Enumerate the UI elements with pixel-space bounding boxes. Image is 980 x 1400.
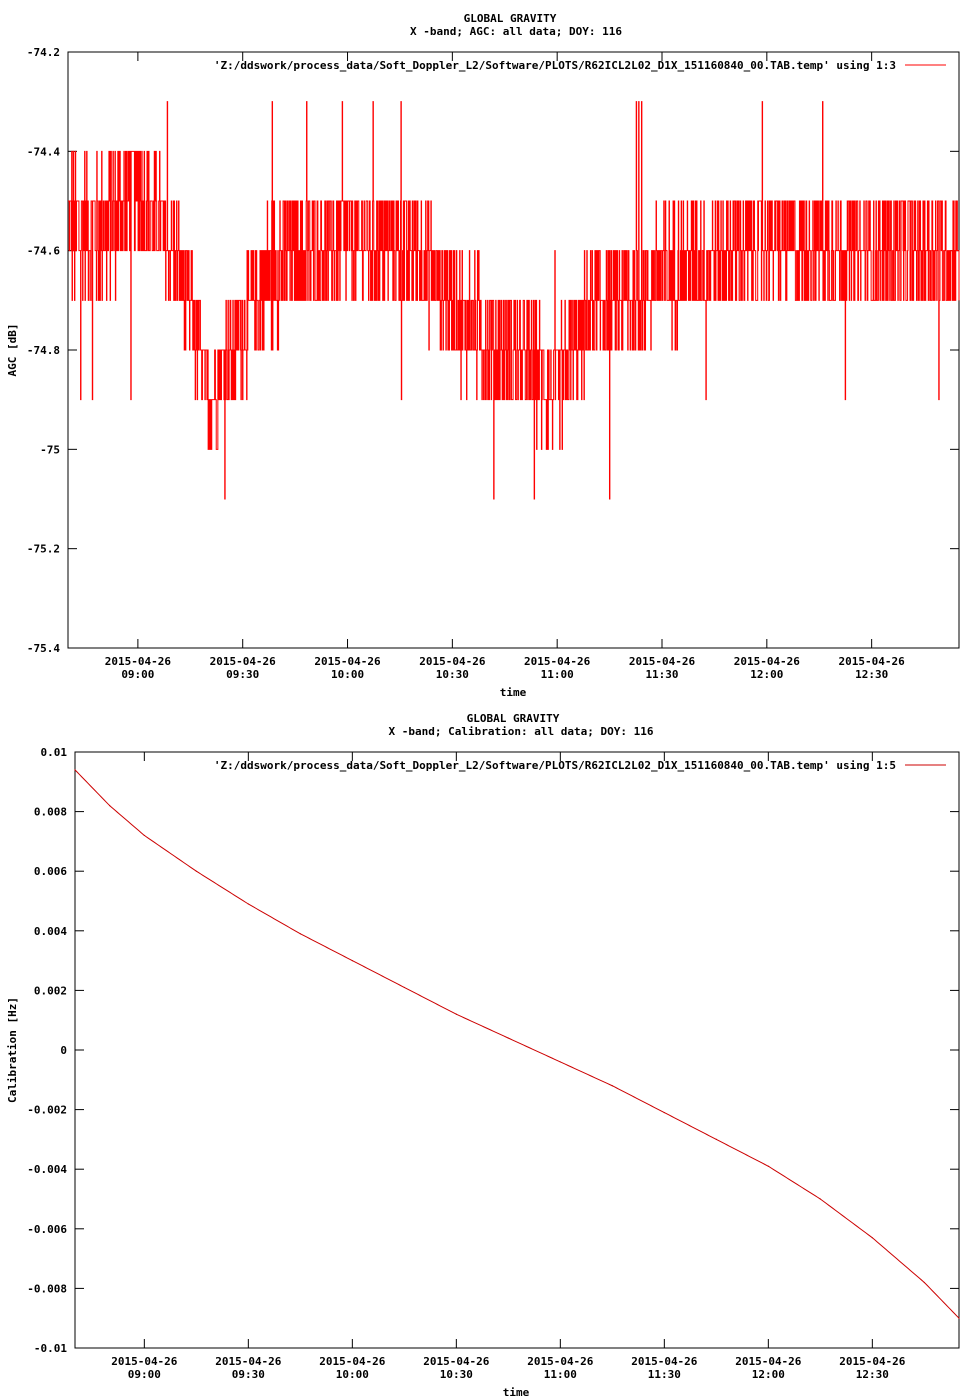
x-tick-label-date: 2015-04-26: [423, 1355, 490, 1368]
y-tick-label: -0.004: [27, 1163, 67, 1176]
agc-series-line: [68, 101, 960, 500]
y-tick-label: -74.4: [27, 145, 60, 158]
calibration-chart: GLOBAL GRAVITY X -band; Calibration: all…: [6, 712, 960, 1399]
x-tick-label-date: 2015-04-26: [111, 1355, 178, 1368]
agc-chart: GLOBAL GRAVITY X -band; AGC: all data; D…: [6, 12, 960, 699]
x-tick-label-date: 2015-04-26: [631, 1355, 698, 1368]
y-tick-label: -75.4: [27, 642, 60, 655]
data-area: [68, 101, 960, 500]
x-tick-label-time: 11:00: [541, 668, 574, 681]
x-tick-label-date: 2015-04-26: [734, 655, 801, 668]
y-tick-label: -74.8: [27, 344, 60, 357]
y-axis: -74.2 -74.4 -74.6 -74.8 -75 -75.2 -75.4: [27, 46, 959, 655]
calibration-point: [74, 769, 76, 771]
calibration-point: [871, 1237, 873, 1239]
x-axis-label: time: [503, 1386, 530, 1399]
x-tick-label-date: 2015-04-26: [735, 1355, 802, 1368]
chart-title: GLOBAL GRAVITY: [464, 12, 557, 25]
y-tick-label: -74.6: [27, 245, 60, 258]
x-tick-label-date: 2015-04-26: [839, 1355, 906, 1368]
y-tick-label: 0.004: [34, 925, 67, 938]
calibration-point: [351, 960, 353, 962]
calibration-point: [507, 1037, 509, 1039]
x-tick-label-time: 12:00: [750, 668, 783, 681]
calibration-point: [109, 805, 111, 807]
x-axis: 2015-04-2609:002015-04-2609:302015-04-26…: [111, 752, 906, 1381]
y-axis-label: Calibration [Hz]: [6, 997, 19, 1103]
x-tick-label-date: 2015-04-26: [629, 655, 696, 668]
y-tick-label: -0.01: [34, 1342, 67, 1355]
x-axis-label: time: [500, 686, 527, 699]
calibration-point: [819, 1198, 821, 1200]
plot-frame: [74, 751, 960, 1349]
x-tick-label-date: 2015-04-26: [839, 655, 906, 668]
x-tick-label-time: 12:30: [855, 668, 888, 681]
x-tick-label-time: 10:00: [331, 668, 364, 681]
calibration-point: [715, 1138, 717, 1140]
x-tick-label-time: 11:30: [645, 668, 678, 681]
x-tick-label-date: 2015-04-26: [419, 655, 486, 668]
x-tick-label-date: 2015-04-26: [215, 1355, 282, 1368]
chart-title: GLOBAL GRAVITY: [467, 712, 560, 725]
y-tick-label: -74.2: [27, 46, 60, 59]
y-tick-label: -75.2: [27, 543, 60, 556]
x-tick-label-date: 2015-04-26: [105, 655, 172, 668]
y-tick-label: -75: [40, 443, 60, 456]
x-tick-label-time: 09:00: [128, 1368, 161, 1381]
y-tick-label: 0: [60, 1044, 67, 1057]
y-axis-label: AGC [dB]: [6, 324, 19, 377]
chart-subtitle: X -band; Calibration: all data; DOY: 116: [389, 725, 654, 738]
chart-subtitle: X -band; AGC: all data; DOY: 116: [410, 25, 622, 38]
x-tick-label-time: 10:00: [336, 1368, 369, 1381]
x-tick-label-date: 2015-04-26: [524, 655, 591, 668]
y-tick-label: -0.006: [27, 1223, 67, 1236]
y-tick-label: -0.008: [27, 1282, 67, 1295]
calibration-point: [559, 1061, 561, 1063]
calibration-point: [923, 1281, 925, 1284]
y-axis: 0.01 0.008 0.006 0.004 0.002 0 -0.002 -0.004 -0.…: [27, 746, 959, 1355]
calibration-point: [611, 1085, 613, 1087]
y-tick-label: 0.006: [34, 865, 67, 878]
calibration-point: [958, 1317, 960, 1319]
calibration-point: [143, 834, 145, 837]
x-tick-label-time: 11:00: [544, 1368, 577, 1381]
calibration-point: [195, 870, 197, 872]
x-tick-label-time: 12:30: [856, 1368, 889, 1381]
calibration-point: [663, 1111, 665, 1114]
y-tick-label: 0.002: [34, 984, 67, 997]
calibration-series-line: [74, 769, 960, 1319]
x-tick-label-time: 09:30: [226, 668, 259, 681]
x-tick-label-time: 10:30: [436, 668, 469, 681]
calibration-point: [767, 1165, 769, 1167]
y-tick-label: 0.008: [34, 806, 67, 819]
calibration-point: [403, 986, 405, 989]
legend-label: 'Z:/ddswork/process_data/Soft_Doppler_L2…: [214, 59, 896, 72]
x-tick-label-date: 2015-04-26: [314, 655, 381, 668]
x-tick-label-time: 09:00: [121, 668, 154, 681]
x-tick-label-time: 10:30: [440, 1368, 473, 1381]
calibration-point: [455, 1013, 457, 1015]
x-tick-label-time: 09:30: [232, 1368, 265, 1381]
x-tick-label-date: 2015-04-26: [210, 655, 277, 668]
x-tick-label-time: 11:30: [648, 1368, 681, 1381]
x-tick-label-date: 2015-04-26: [527, 1355, 594, 1368]
x-tick-label-date: 2015-04-26: [319, 1355, 386, 1368]
y-tick-label: -0.002: [27, 1104, 67, 1117]
calibration-point: [247, 903, 249, 905]
data-area: [74, 769, 960, 1319]
x-axis: 2015-04-2609:002015-04-2609:302015-04-26…: [105, 52, 905, 681]
legend-label: 'Z:/ddswork/process_data/Soft_Doppler_L2…: [214, 759, 896, 772]
x-tick-label-time: 12:00: [752, 1368, 785, 1381]
y-tick-label: 0.01: [41, 746, 68, 759]
calibration-point: [299, 933, 301, 935]
